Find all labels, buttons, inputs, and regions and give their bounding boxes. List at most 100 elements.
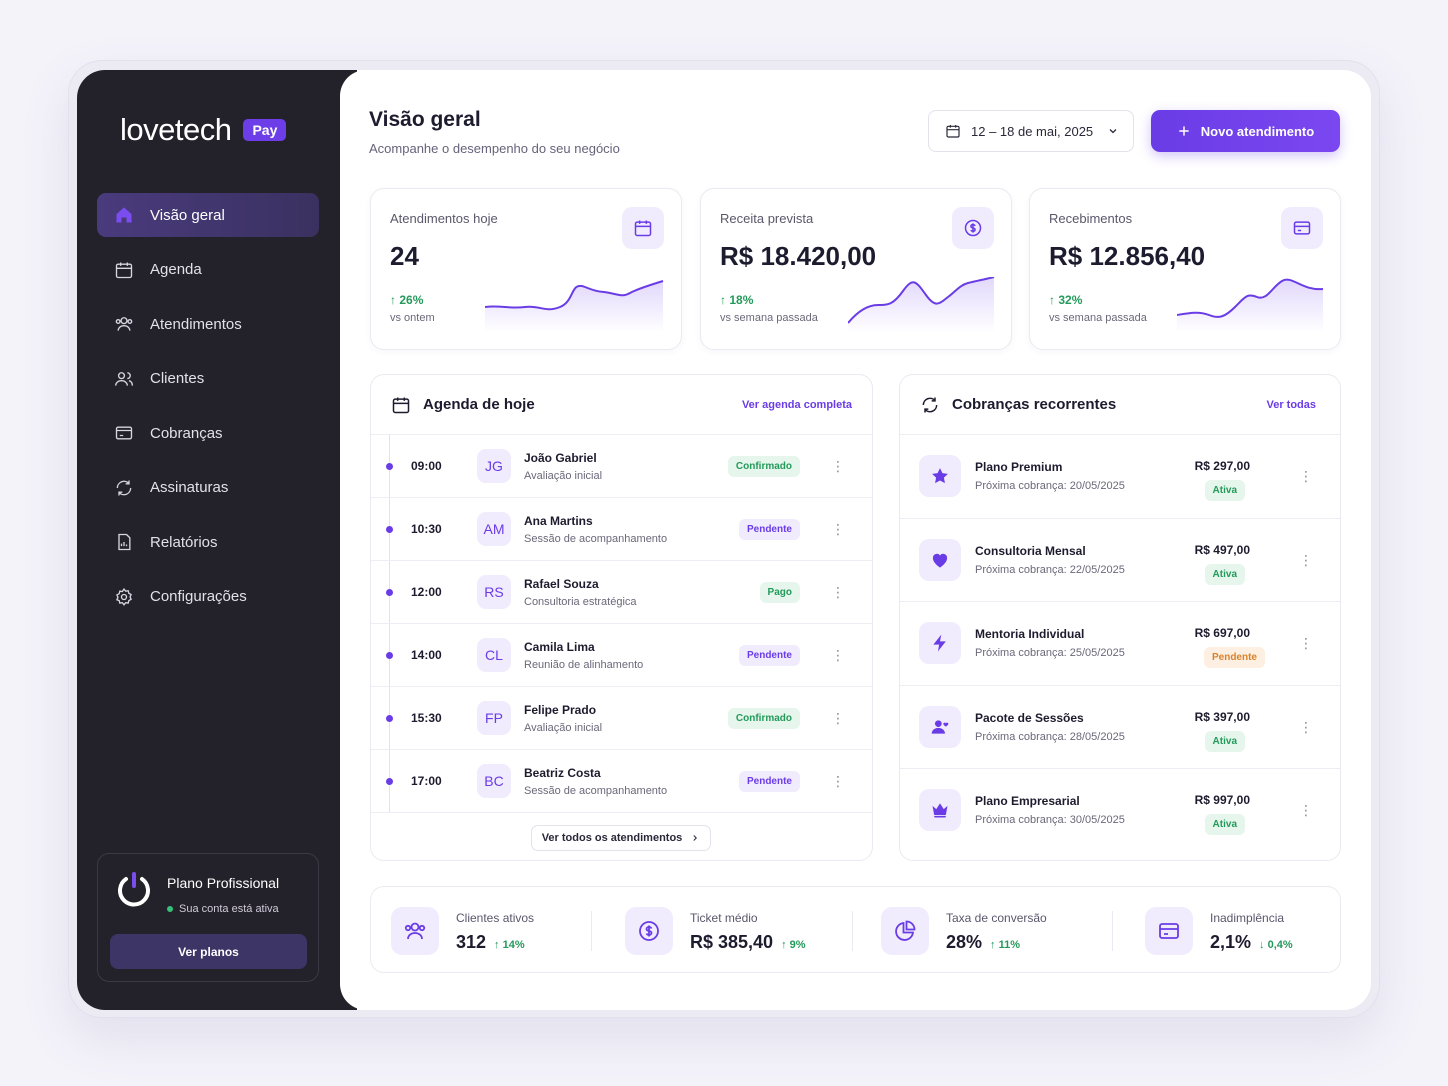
timeline-dot xyxy=(386,462,393,470)
stat-label: Taxa de conversão xyxy=(946,911,1047,925)
date-range-picker[interactable]: 12 – 18 de mai, 2025 xyxy=(928,110,1134,152)
main-content: Visão geral Acompanhe o desempenho do se… xyxy=(340,70,1371,1010)
more-options-icon[interactable]: ⋮ xyxy=(831,584,845,600)
plan-status: Sua conta está ativa xyxy=(167,903,279,915)
brand-name: lovetech xyxy=(120,112,232,147)
next-charge: Próxima cobrança: 20/05/2025 xyxy=(975,480,1125,492)
stat-value-line: R$ 385,40 ↑ 9% xyxy=(690,932,806,953)
avatar: AM xyxy=(477,512,511,546)
status-badge: Ativa xyxy=(1204,730,1245,752)
kpi-compare: vs semana passada xyxy=(720,312,818,324)
pie-chart-icon xyxy=(895,920,916,941)
status-badge: Ativa xyxy=(1204,814,1245,835)
avatar: JG xyxy=(477,449,511,483)
agenda-row[interactable]: 17:00 BC Beatriz Costa Sessão de acompan… xyxy=(371,750,872,813)
recurring-row[interactable]: Consultoria Mensal Próxima cobrança: 22/… xyxy=(900,519,1340,602)
view-all-recurring-link[interactable]: Ver todas xyxy=(1266,398,1316,411)
view-full-agenda-link[interactable]: Ver agenda completa xyxy=(741,398,852,411)
recurring-panel-header: Cobranças recorrentes Ver todas xyxy=(900,375,1340,435)
agenda-row[interactable]: 15:30 FP Felipe Prado Avaliação inicial … xyxy=(371,687,872,750)
stat-label: Ticket médio xyxy=(690,911,758,925)
nav-item-clientes[interactable]: Clientes xyxy=(97,357,319,401)
heart-icon xyxy=(932,553,948,567)
new-appointment-button[interactable]: Novo atendimento xyxy=(1151,110,1340,152)
kpi-trend-value: 18% xyxy=(729,293,754,307)
recurring-row[interactable]: Plano Empresarial Próxima cobrança: 30/0… xyxy=(900,769,1340,853)
timeline-dot xyxy=(386,777,393,785)
brand-logo[interactable]: lovetech Pay xyxy=(120,112,287,148)
stat-icon-box xyxy=(625,907,673,955)
more-options-icon[interactable]: ⋮ xyxy=(1299,718,1313,735)
stat-value: 28% xyxy=(946,932,983,952)
chevron-down-icon xyxy=(1109,129,1117,134)
kpi-trend-value: 32% xyxy=(1058,293,1083,307)
bolt-icon xyxy=(933,634,946,652)
status-badge: Pendente xyxy=(738,644,800,666)
plan-icon-box xyxy=(919,538,961,581)
sparkline-revenue xyxy=(848,277,995,333)
more-options-icon[interactable]: ⋮ xyxy=(1299,468,1313,484)
nav-label: Configurações xyxy=(150,588,247,605)
more-options-icon[interactable]: ⋮ xyxy=(831,521,845,537)
sidebar: lovetech Pay Visão geral Agenda Atendime… xyxy=(77,70,357,1010)
more-options-icon[interactable]: ⋮ xyxy=(1299,551,1313,568)
status-badge: Pendente xyxy=(738,770,800,792)
stat-trend-value: 14% xyxy=(502,939,525,951)
agenda-panel: Agenda de hoje Ver agenda completa 09:00… xyxy=(370,374,873,861)
view-all-appointments-button[interactable]: Ver todos os atendimentos xyxy=(531,825,711,851)
agenda-row[interactable]: 14:00 CL Camila Lima Reunião de alinhame… xyxy=(371,624,872,687)
more-options-icon[interactable]: ⋮ xyxy=(831,458,845,474)
nav-label: Clientes xyxy=(150,370,205,387)
next-charge: Próxima cobrança: 25/05/2025 xyxy=(975,647,1125,659)
status-badge: Ativa xyxy=(1204,563,1245,585)
nav-item-visao-geral[interactable]: Visão geral xyxy=(97,193,319,237)
agenda-row[interactable]: 09:00 JG João Gabriel Avaliação inicial … xyxy=(371,435,872,498)
client-name: Camila Lima xyxy=(524,640,595,654)
nav-item-configuracoes[interactable]: Configurações xyxy=(97,575,319,619)
plan-title: Plano Profissional xyxy=(167,875,280,891)
service-desc: Avaliação inicial xyxy=(524,722,603,734)
plan-name: Plano Premium xyxy=(975,460,1063,474)
status-badge: Confirmado xyxy=(727,455,800,477)
more-options-icon[interactable]: ⋮ xyxy=(831,647,845,663)
status-badge: Confirmado xyxy=(727,707,800,729)
client-name: Rafael Souza xyxy=(524,577,599,591)
credit-card-icon xyxy=(1293,221,1311,235)
avatar: RS xyxy=(477,575,511,609)
calendar-icon xyxy=(634,220,652,237)
kpi-compare: vs ontem xyxy=(390,312,435,324)
stat-active-clients: Clientes ativos 312 ↑ 14% xyxy=(391,887,591,974)
user-heart-icon xyxy=(931,719,949,734)
recurring-row[interactable]: Mentoria Individual Próxima cobrança: 25… xyxy=(900,602,1340,686)
dollar-icon xyxy=(964,219,982,237)
agenda-time: 17:00 xyxy=(411,774,442,788)
agenda-time: 09:00 xyxy=(411,459,442,473)
nav-item-atendimentos[interactable]: Atendimentos xyxy=(97,302,319,346)
more-options-icon[interactable]: ⋮ xyxy=(1299,802,1313,818)
plan-price: R$ 497,00 xyxy=(1194,542,1250,557)
service-desc: Consultoria estratégica xyxy=(524,596,637,608)
agenda-row[interactable]: 12:00 RS Rafael Souza Consultoria estrat… xyxy=(371,561,872,624)
nav-item-agenda[interactable]: Agenda xyxy=(97,248,319,292)
divider xyxy=(852,911,853,951)
recurring-row[interactable]: Pacote de Sessões Próxima cobrança: 28/0… xyxy=(900,686,1340,769)
service-desc: Avaliação inicial xyxy=(524,470,603,482)
client-name: João Gabriel xyxy=(524,451,597,465)
plan-price: R$ 397,00 xyxy=(1194,709,1250,724)
agenda-row[interactable]: 10:30 AM Ana Martins Sessão de acompanha… xyxy=(371,498,872,561)
service-desc: Reunião de alinhamento xyxy=(524,659,644,671)
recurring-title: Cobranças recorrentes xyxy=(952,396,1117,413)
page-subtitle: Acompanhe o desempenho do seu negócio xyxy=(369,141,620,156)
more-options-icon[interactable]: ⋮ xyxy=(1299,635,1313,651)
view-plans-button[interactable]: Ver planos xyxy=(110,934,307,969)
recurring-row[interactable]: Plano Premium Próxima cobrança: 20/05/20… xyxy=(900,435,1340,519)
nav-item-cobrancas[interactable]: Cobranças xyxy=(97,411,319,455)
more-options-icon[interactable]: ⋮ xyxy=(831,773,845,789)
more-options-icon[interactable]: ⋮ xyxy=(831,710,845,726)
nav-item-relatorios[interactable]: Relatórios xyxy=(97,520,319,564)
agenda-time: 15:30 xyxy=(411,711,442,725)
nav-label: Cobranças xyxy=(150,424,223,442)
nav-label: Agenda xyxy=(150,261,202,278)
kpi-compare: vs semana passada xyxy=(1049,312,1147,324)
nav-item-assinaturas[interactable]: Assinaturas xyxy=(97,466,319,510)
